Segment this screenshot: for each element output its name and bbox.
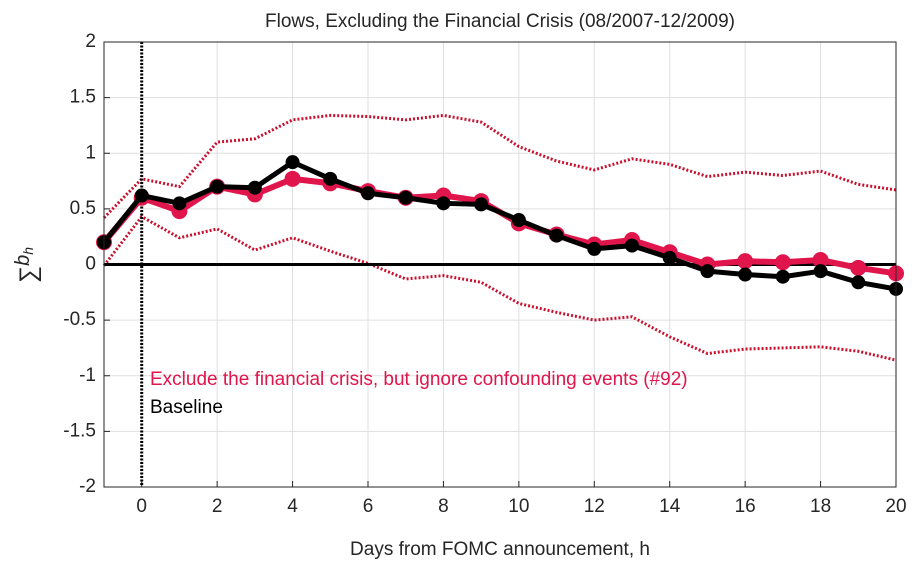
y-tick-label: -1.5 [63, 420, 96, 441]
marker [210, 179, 225, 194]
legend-entry: Baseline [150, 397, 223, 418]
marker [361, 186, 375, 201]
x-tick-label: 14 [659, 496, 681, 517]
marker [511, 213, 526, 227]
marker [172, 196, 187, 211]
y-tick-label: 0.5 [70, 198, 96, 219]
marker [436, 196, 451, 211]
marker [700, 264, 715, 279]
y-tick-label: -0.5 [63, 309, 96, 330]
marker [398, 190, 413, 205]
x-tick-label: 4 [287, 496, 298, 517]
marker [284, 170, 301, 187]
marker [549, 228, 564, 243]
y-label-sub: h [20, 247, 36, 255]
y-label-symbol: ∑ [15, 266, 42, 283]
marker [850, 259, 867, 276]
y-tick-label: 2 [85, 31, 96, 52]
x-tick-label: 20 [885, 496, 906, 517]
x-tick-label: 8 [438, 496, 449, 517]
marker [134, 188, 149, 203]
marker [323, 171, 338, 186]
y-label-base: b [12, 255, 34, 266]
y-tick-label: 0 [85, 254, 96, 275]
plot-frame [103, 41, 897, 488]
marker [738, 267, 753, 282]
x-tick-label: 16 [735, 496, 756, 517]
x-axis-label: Days from FOMC announcement, h [350, 539, 650, 560]
marker [737, 253, 754, 270]
chart-title: Flows, Excluding the Financial Crisis (0… [265, 11, 735, 32]
x-tick-label: 6 [363, 496, 374, 517]
x-tick-label: 2 [212, 496, 223, 517]
marker [774, 254, 791, 271]
marker [775, 269, 790, 284]
marker [247, 180, 262, 195]
y-tick-label: -2 [79, 476, 96, 497]
legend-entry: Exclude the financial crisis, but ignore… [150, 369, 688, 390]
series-line [102, 159, 897, 292]
marker [625, 238, 639, 253]
y-tick-label: 1 [85, 142, 96, 163]
x-tick-label: 12 [584, 496, 605, 517]
y-tick-label: -1 [79, 365, 96, 386]
marker [851, 275, 866, 290]
x-tick-label: 0 [136, 496, 147, 517]
marker [285, 155, 300, 170]
marker [587, 241, 602, 256]
x-tick-label: 18 [810, 496, 831, 517]
x-tick-label: 10 [508, 496, 529, 517]
marker [812, 252, 829, 269]
y-axis-label: ∑bh [12, 247, 42, 283]
y-tick-label: 1.5 [70, 87, 96, 108]
confidence-band [102, 113, 897, 219]
confidence-band [102, 214, 897, 362]
marker [662, 250, 677, 265]
marker [474, 197, 489, 212]
marker [813, 264, 828, 279]
